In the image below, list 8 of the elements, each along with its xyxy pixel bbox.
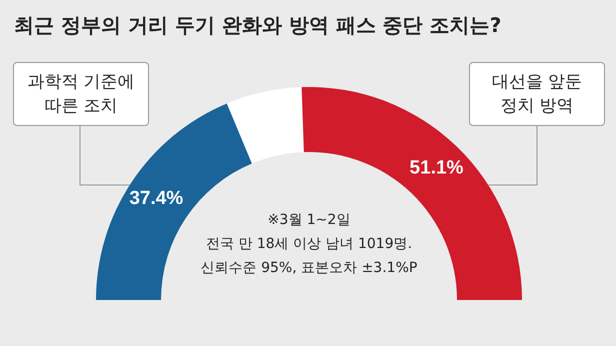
text: ※3월 1~2일 <box>266 211 352 229</box>
text: 신뢰수준 95%, 표본오차 ±3.1%P <box>200 259 418 277</box>
data-label: 37.4% <box>129 188 184 209</box>
data-label: 51.1% <box>410 158 464 179</box>
slice-label: 대선을 앞둔 정치 방역 <box>469 62 605 126</box>
chart-title: 최근 정부의 거리 두기 완화와 방역 패스 중단 조치는? <box>14 12 502 39</box>
text: 전국 만 18세 이상 남녀 1019명. <box>204 235 414 253</box>
slice-label: 과학적 기준에 따른 조치 <box>13 62 149 126</box>
